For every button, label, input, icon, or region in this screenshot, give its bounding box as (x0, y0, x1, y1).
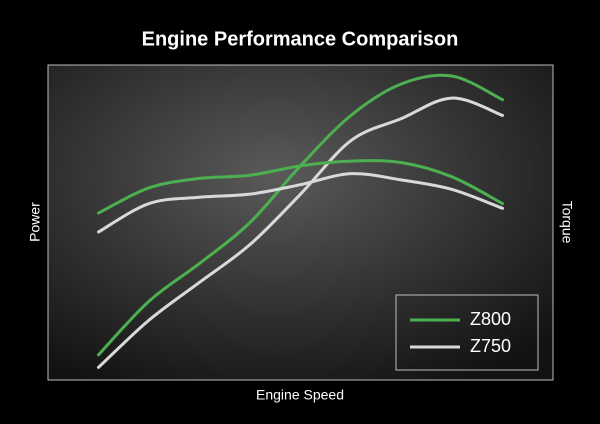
legend: Z800 Z750 (410, 309, 511, 356)
plot-area (47, 64, 554, 381)
legend-label: Z750 (470, 336, 511, 356)
legend-box (395, 294, 539, 371)
series-line (97, 96, 504, 369)
chart-title: Engine Performance Comparison (142, 28, 459, 50)
x-axis-title: Engine Speed (256, 387, 344, 403)
y2-axis-title: Torque (559, 201, 575, 244)
legend-label: Z800 (470, 309, 511, 329)
series-line (97, 159, 504, 215)
lines (97, 73, 504, 369)
series-line (97, 172, 504, 234)
y-axis-title: Power (27, 202, 43, 242)
